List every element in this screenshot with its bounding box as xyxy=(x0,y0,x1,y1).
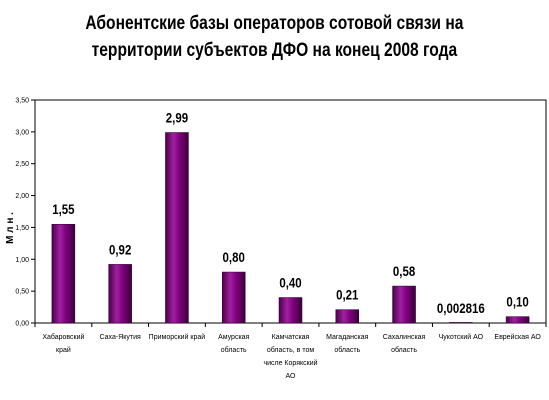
x-category-label: область, в том xyxy=(267,346,314,354)
data-label: 0,21 xyxy=(336,286,358,302)
x-category-label: Приморский край xyxy=(149,333,206,341)
data-label: 0,10 xyxy=(506,294,528,310)
x-category-label: Саха-Якутия xyxy=(100,334,141,341)
y-tick-label: 1,50 xyxy=(15,225,29,232)
y-tick-label: 1,00 xyxy=(15,257,29,264)
bar xyxy=(51,223,76,324)
y-axis-label: М л н . xyxy=(5,212,16,244)
bar xyxy=(505,316,530,324)
y-tick-label: 0,00 xyxy=(15,321,29,328)
x-category-label: Камчатская xyxy=(272,334,310,341)
x-category-label: край xyxy=(56,346,71,354)
bar xyxy=(335,309,360,324)
bar xyxy=(221,271,246,324)
x-category-label: Хабаровский xyxy=(42,333,84,341)
data-label: 0,58 xyxy=(393,263,415,279)
x-category-label: Чукотский АО xyxy=(439,333,484,341)
bar xyxy=(108,264,132,324)
data-label: 0,92 xyxy=(109,241,131,257)
x-category-label: Сахалинская xyxy=(383,334,426,341)
data-label: 0,40 xyxy=(279,274,301,290)
chart-title: Абонентские базы операторов сотовой связ… xyxy=(49,10,499,64)
bar xyxy=(165,132,189,324)
data-label: 0,002816 xyxy=(437,300,485,316)
data-label: 0,80 xyxy=(223,249,245,265)
x-category-label: область xyxy=(334,346,360,354)
x-category-label: Магаданская xyxy=(326,334,369,341)
chart-title-line-1: Абонентские базы операторов сотовой связ… xyxy=(85,13,464,34)
bar xyxy=(278,297,303,324)
y-tick-label: 2,00 xyxy=(15,193,29,200)
y-tick-label: 2,50 xyxy=(15,161,29,168)
x-category-label: числе Корякский xyxy=(263,359,317,367)
chart-title-line-2: территории субъектов ДФО на конец 2008 г… xyxy=(91,40,458,61)
x-category-label: АО xyxy=(286,373,297,380)
x-category-label: область xyxy=(221,346,247,354)
data-label: 1,55 xyxy=(52,201,74,217)
y-tick-label: 3,00 xyxy=(15,129,29,136)
data-label: 2,99 xyxy=(166,109,188,125)
bar xyxy=(392,285,416,324)
x-category-label: область xyxy=(391,346,417,354)
x-category-label: Амурская xyxy=(218,334,249,341)
x-category-label: Еврейская АО xyxy=(494,333,541,341)
bar xyxy=(449,322,473,324)
y-tick-label: 0,50 xyxy=(15,289,29,296)
y-tick-label: 3,50 xyxy=(15,98,29,105)
